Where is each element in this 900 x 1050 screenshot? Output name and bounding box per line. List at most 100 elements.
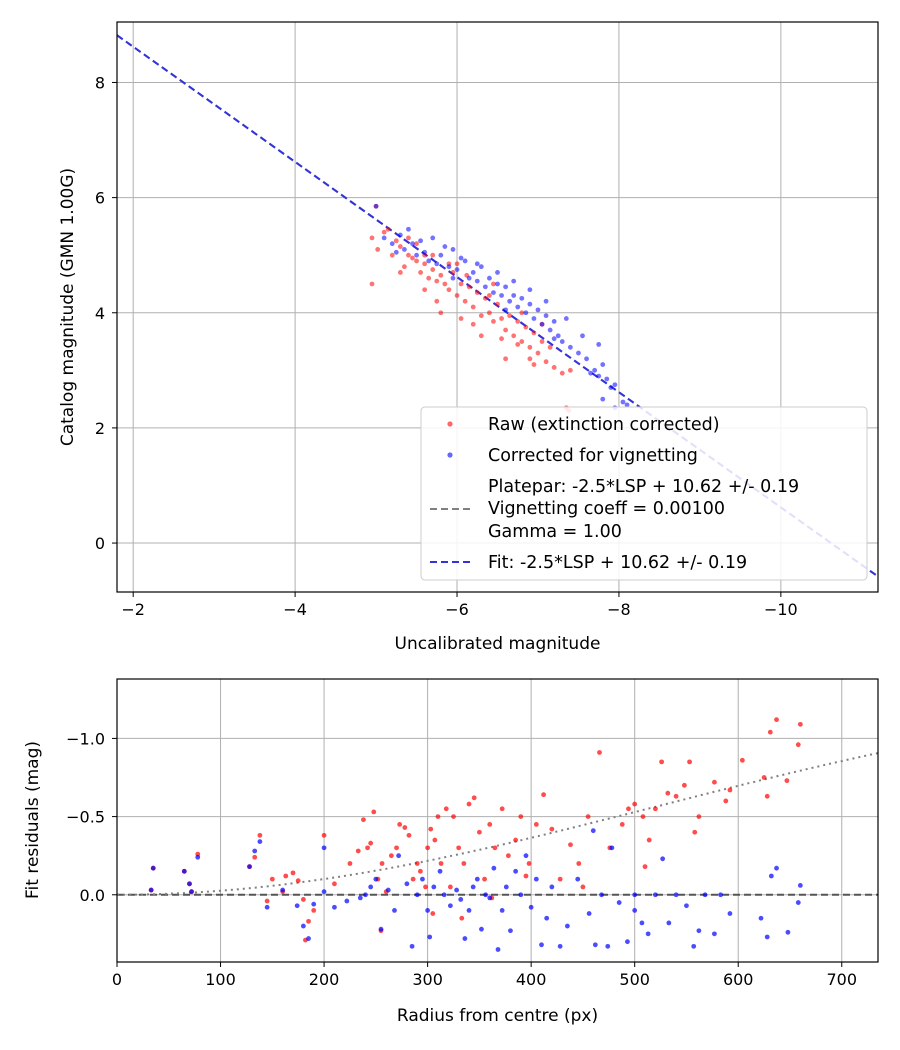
raw-point [381,229,387,235]
corrected-point [189,889,194,895]
corrected-point [247,864,252,870]
corrected-point [584,356,589,362]
raw-point [417,868,423,874]
raw-point [447,884,453,890]
raw-point [505,853,511,859]
corrected-point [418,238,423,244]
corrected-point [580,333,585,339]
corrected-point [503,284,508,290]
raw-point [619,822,625,827]
corrected-point [368,884,374,890]
raw-point [347,861,353,866]
raw-point [503,356,508,362]
top-xlabel: Uncalibrated magnitude [395,634,601,654]
corrected-point [414,252,419,258]
bottom-marks [117,717,878,952]
corrected-point [712,931,717,937]
corrected-point [474,261,480,267]
top-legend: Raw (extinction corrected) Corrected for… [420,406,868,581]
y-tick-label: 6 [95,189,105,208]
raw-point [784,778,790,784]
raw-point [503,327,508,333]
raw-point [487,822,493,827]
raw-point [764,793,770,799]
raw-point [423,884,428,890]
raw-point [388,853,394,859]
legend-platepar-line1: Platepar: -2.5*LSP + 10.62 +/- 0.19 [488,477,799,497]
x-tick-label: −10 [764,600,798,619]
raw-point [557,876,563,882]
raw-point [774,717,779,723]
corrected-point [557,943,563,949]
corrected-point [396,853,402,859]
corrected-point [563,316,569,321]
raw-point [430,267,436,272]
raw-point [414,241,419,247]
raw-point [476,829,482,835]
bottom-ticks: 0 100 200 300 400 500 600 700 0.0 −0.5 −1.0 [66,729,857,989]
corrected-point [462,258,468,264]
raw-point [300,897,306,902]
corrected-point [604,376,610,382]
raw-point [430,252,436,258]
raw-point [567,367,573,373]
bottom-ylabel: Fit residuals (mag) [23,741,43,899]
corrected-point [294,903,300,909]
raw-point [507,313,513,319]
raw-point [434,278,440,284]
corrected-point [592,942,598,948]
corrected-point [446,264,452,270]
x-tick-label: 200 [309,970,340,989]
raw-point [723,798,729,804]
raw-point [459,915,465,921]
corrected-point [513,868,519,874]
bottom-panel: 0 100 200 300 400 500 600 700 0.0 −0.5 −1.0 Radius… [23,678,879,1026]
raw-point [687,759,692,765]
corrected-point [551,318,557,324]
raw-point [531,330,537,336]
y-tick-label: 0.0 [80,886,105,905]
corrected-point [373,876,379,882]
corrected-point [511,278,517,284]
x-tick-label: 700 [826,970,857,989]
corrected-point [181,868,187,874]
corrected-point [306,936,311,941]
raw-point [355,848,361,854]
raw-point [597,750,602,755]
corrected-point [608,385,614,391]
raw-point [252,854,258,860]
raw-point [692,829,698,835]
corrected-point [639,920,645,926]
x-tick-label: 400 [516,970,547,989]
raw-point [368,840,374,846]
corrected-point [519,295,525,301]
corrected-point [612,382,618,388]
raw-point [438,272,444,278]
corrected-point [420,876,425,882]
raw-point [515,342,521,347]
corrected-point [491,290,496,296]
corrected-point [523,310,529,316]
raw-point [535,350,541,356]
raw-point [646,837,652,843]
corrected-point [373,203,379,209]
corrected-point [474,278,480,284]
corrected-point [652,892,658,898]
x-tick-label: 600 [723,970,754,989]
raw-point [458,316,464,321]
corrected-point [718,892,724,898]
corrected-point [625,939,630,945]
top-marks [117,34,878,578]
legend-platepar-line3: Gamma = 1.00 [488,522,622,542]
corrected-point [544,915,550,921]
legend-corrected-marker [447,452,453,458]
raw-point [401,264,407,270]
corrected-point [549,884,555,890]
corrected-point [410,241,415,247]
corrected-point [389,241,395,247]
corrected-point [470,884,476,890]
corrected-point [434,261,440,267]
raw-point [385,226,391,232]
raw-point [369,235,375,241]
raw-point [739,757,745,763]
